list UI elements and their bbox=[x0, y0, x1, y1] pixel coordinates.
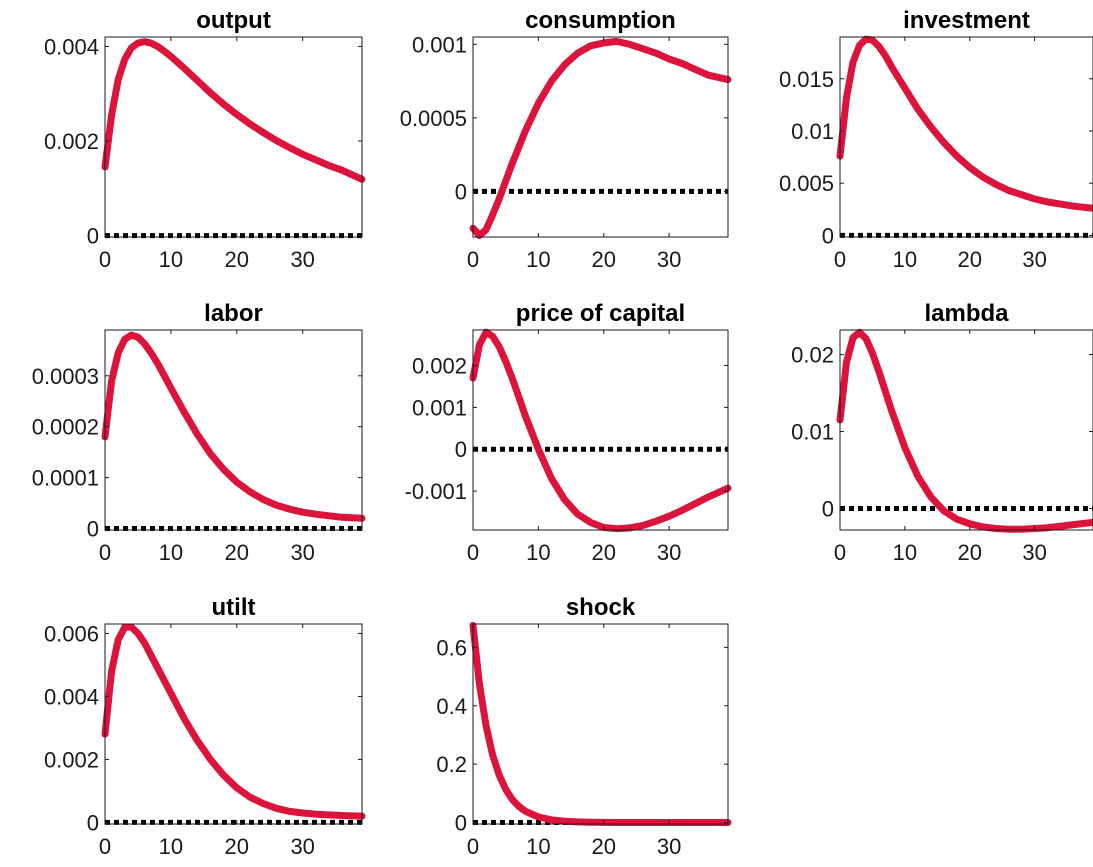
panel-title: shock bbox=[566, 594, 636, 621]
panel-3: 0 10 20 30 0 0.005 0.01 0.015 investment bbox=[779, 7, 1093, 272]
x-tick-label: 0 bbox=[99, 247, 111, 272]
y-tick-label: 0.0003 bbox=[32, 364, 99, 389]
x-tick-label: 30 bbox=[290, 540, 314, 565]
panel-6: 0 10 20 30 0 0.01 0.02 lambda bbox=[791, 300, 1093, 565]
x-tick-label: 10 bbox=[159, 540, 183, 565]
response-line bbox=[101, 623, 366, 820]
panel-title: labor bbox=[204, 300, 263, 327]
axes-box bbox=[472, 329, 729, 531]
x-tick-label: 20 bbox=[225, 247, 249, 272]
panel-8: 0 10 20 30 0 0.2 0.4 0.6 shock bbox=[436, 594, 732, 859]
response-line bbox=[469, 328, 732, 533]
x-tick-label: 10 bbox=[526, 247, 550, 272]
y-tick-label: 0.02 bbox=[791, 343, 834, 368]
y-tick-label: 0.004 bbox=[44, 684, 99, 709]
panel-title: lambda bbox=[924, 300, 1009, 327]
y-tick-label: 0 bbox=[455, 179, 467, 204]
x-tick-label: 0 bbox=[467, 834, 479, 859]
response-line bbox=[101, 38, 366, 183]
axes-box bbox=[839, 36, 1093, 238]
y-tick-label: 0.002 bbox=[412, 354, 467, 379]
panel-title: output bbox=[196, 7, 271, 34]
y-tick-label: 0.002 bbox=[44, 129, 99, 154]
y-tick-label: 0.4 bbox=[436, 694, 467, 719]
x-tick-label: 20 bbox=[225, 540, 249, 565]
y-tick-label: 0.001 bbox=[412, 32, 467, 57]
panel-7: 0 10 20 30 0 0.002 0.004 0.006 utilt bbox=[44, 594, 366, 859]
panel-1: 0 10 20 30 0 0.002 0.004 output bbox=[44, 7, 366, 272]
x-tick-label: 10 bbox=[893, 247, 917, 272]
y-tick-label: 0.0002 bbox=[32, 415, 99, 440]
x-tick-label: 0 bbox=[99, 834, 111, 859]
x-tick-label: 10 bbox=[526, 540, 550, 565]
x-tick-label: 30 bbox=[1022, 247, 1046, 272]
panel-title: consumption bbox=[525, 7, 676, 34]
x-tick-label: 30 bbox=[657, 247, 681, 272]
x-tick-label: 30 bbox=[657, 834, 681, 859]
x-tick-label: 0 bbox=[834, 540, 846, 565]
y-tick-label: 0.002 bbox=[44, 747, 99, 772]
response-line bbox=[836, 328, 1093, 533]
x-tick-label: 0 bbox=[467, 540, 479, 565]
y-tick-label: 0 bbox=[87, 224, 99, 249]
x-tick-label: 20 bbox=[958, 540, 982, 565]
panel-title: utilt bbox=[212, 594, 256, 621]
y-tick-label: 0.001 bbox=[412, 395, 467, 420]
x-tick-label: 30 bbox=[1022, 540, 1046, 565]
x-tick-label: 0 bbox=[834, 247, 846, 272]
panel-5: 0 10 20 30 -0.001 0 0.001 0.002 price of capital bbox=[405, 300, 732, 565]
y-tick-label: 0.015 bbox=[779, 67, 834, 92]
x-tick-label: 20 bbox=[592, 247, 616, 272]
response-line bbox=[836, 35, 1093, 212]
axes-box bbox=[472, 623, 729, 825]
x-tick-label: 20 bbox=[592, 540, 616, 565]
y-tick-label: -0.001 bbox=[405, 479, 467, 504]
x-tick-label: 10 bbox=[159, 247, 183, 272]
response-line bbox=[469, 622, 732, 826]
x-tick-label: 30 bbox=[657, 540, 681, 565]
x-tick-label: 10 bbox=[159, 834, 183, 859]
axes-box bbox=[104, 329, 363, 531]
panel-4: 0 10 20 30 0 0.0001 0.0002 0.0003 labor bbox=[32, 300, 366, 565]
y-tick-label: 0.006 bbox=[44, 621, 99, 646]
panel-title: price of capital bbox=[516, 300, 685, 327]
y-tick-label: 0 bbox=[822, 496, 834, 521]
x-tick-label: 20 bbox=[225, 834, 249, 859]
axes-box bbox=[839, 329, 1093, 531]
axes-box bbox=[104, 623, 363, 825]
x-tick-label: 0 bbox=[467, 247, 479, 272]
y-tick-label: 0 bbox=[87, 810, 99, 835]
x-tick-label: 0 bbox=[99, 540, 111, 565]
y-tick-label: 0.0001 bbox=[32, 466, 99, 491]
y-tick-label: 0.0005 bbox=[400, 106, 467, 131]
y-tick-label: 0.004 bbox=[44, 34, 99, 59]
response-line bbox=[101, 331, 366, 522]
y-tick-label: 0.2 bbox=[436, 752, 467, 777]
x-tick-label: 10 bbox=[893, 540, 917, 565]
x-tick-label: 20 bbox=[592, 834, 616, 859]
x-tick-label: 20 bbox=[958, 247, 982, 272]
x-tick-label: 30 bbox=[290, 247, 314, 272]
y-tick-label: 0 bbox=[822, 223, 834, 248]
panel-2: 0 10 20 30 0 0.0005 0.001 consumption bbox=[400, 7, 732, 272]
y-tick-label: 0 bbox=[455, 811, 467, 836]
panel-title: investment bbox=[903, 7, 1030, 34]
y-tick-label: 0 bbox=[455, 437, 467, 462]
axes-box bbox=[472, 36, 729, 238]
y-tick-label: 0.6 bbox=[436, 635, 467, 660]
x-tick-label: 10 bbox=[526, 834, 550, 859]
axes-box bbox=[104, 36, 363, 238]
response-line bbox=[469, 37, 732, 239]
x-tick-label: 30 bbox=[290, 834, 314, 859]
y-tick-label: 0.01 bbox=[791, 420, 834, 445]
y-tick-label: 0.01 bbox=[791, 119, 834, 144]
y-tick-label: 0 bbox=[87, 516, 99, 541]
y-tick-label: 0.005 bbox=[779, 171, 834, 196]
